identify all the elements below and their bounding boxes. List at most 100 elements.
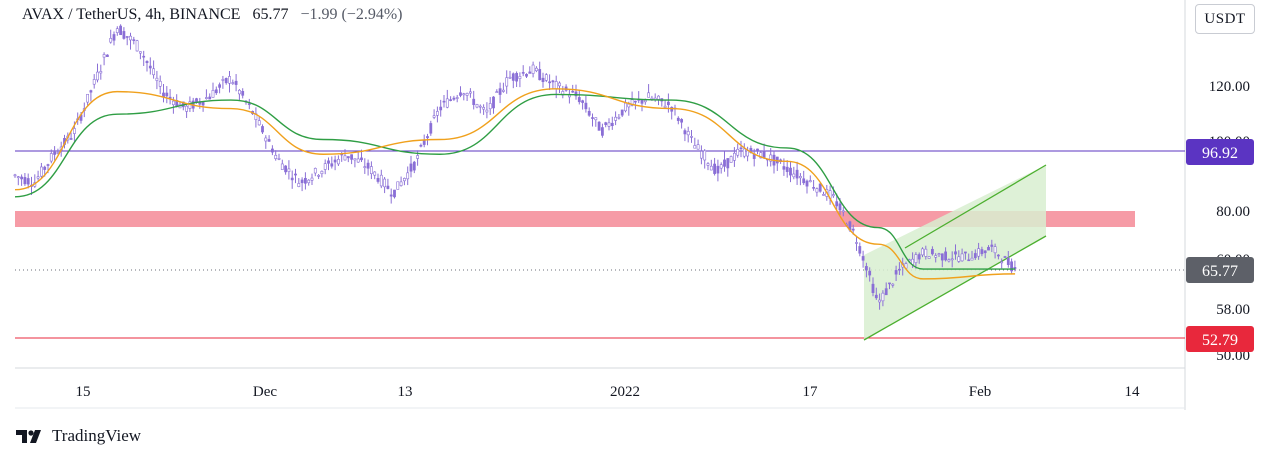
candle — [221, 75, 225, 89]
candle — [185, 104, 189, 118]
candle — [990, 239, 994, 253]
candle — [521, 65, 525, 77]
candle — [673, 104, 677, 116]
candle — [924, 245, 928, 260]
tradingview-brand[interactable]: TradingView — [16, 426, 141, 446]
candle — [551, 79, 555, 89]
candle — [492, 96, 495, 114]
candle — [534, 66, 538, 73]
candle — [607, 118, 611, 131]
candle — [980, 246, 984, 257]
candle — [518, 72, 522, 88]
x-axis-ticks: 15 Dec 13 2022 17 Feb 14 — [76, 384, 1141, 400]
candle — [967, 253, 971, 262]
candle — [284, 165, 288, 175]
candle — [399, 176, 403, 187]
candle — [307, 179, 311, 186]
candle — [822, 191, 825, 196]
candle — [950, 251, 954, 268]
candle — [300, 177, 304, 192]
candle — [39, 162, 43, 179]
price-tag-label: 52.79 — [1202, 332, 1238, 349]
candle — [155, 70, 159, 90]
candle-series — [13, 24, 1017, 310]
candle — [224, 77, 228, 85]
candle — [977, 242, 981, 260]
candle — [26, 173, 30, 189]
candle — [624, 99, 627, 113]
x-tick-label: 14 — [1125, 384, 1141, 400]
candle — [294, 168, 297, 184]
ma-slow-line — [14, 93, 1016, 270]
candle — [277, 153, 281, 161]
candle — [812, 180, 816, 191]
candle — [818, 183, 822, 193]
candle — [274, 150, 278, 161]
candle — [270, 145, 274, 156]
candle — [168, 89, 172, 105]
price-tag-label: 96.92 — [1202, 145, 1238, 162]
currency-selector[interactable]: USDT — [1195, 4, 1255, 34]
candle — [49, 149, 53, 164]
candle — [693, 137, 697, 149]
price-tags: 96.92 65.77 52.79 — [1186, 139, 1254, 352]
price-tag[interactable]: 52.79 — [1186, 326, 1254, 352]
candle — [874, 287, 878, 300]
candle — [145, 60, 149, 72]
candle — [690, 129, 693, 143]
candle — [871, 277, 875, 297]
candle — [498, 82, 502, 104]
candle — [485, 102, 489, 119]
candle — [1006, 251, 1010, 268]
channel-lower-line[interactable] — [863, 235, 1047, 341]
candle — [406, 166, 410, 186]
candle — [402, 177, 406, 186]
candle — [330, 156, 334, 169]
candle — [125, 36, 129, 46]
candle — [228, 70, 231, 93]
candle — [33, 174, 37, 188]
x-tick-label: 13 — [398, 384, 413, 400]
candle — [927, 256, 931, 259]
candle — [663, 99, 667, 109]
channel-upper-line[interactable] — [904, 164, 1047, 249]
candle — [53, 146, 57, 161]
candle — [805, 179, 809, 194]
candle — [472, 90, 476, 110]
candle — [604, 121, 608, 128]
support-zone[interactable] — [15, 211, 1135, 227]
candle — [723, 151, 726, 172]
price-change: −1.99 (−2.94%) — [300, 6, 403, 23]
candle — [264, 135, 268, 149]
candle — [323, 159, 327, 175]
candle — [297, 178, 301, 188]
candle — [729, 155, 733, 163]
candle — [548, 74, 552, 91]
candle — [878, 293, 882, 310]
candle — [680, 118, 684, 129]
candle — [241, 88, 245, 99]
candle — [567, 89, 571, 104]
currency-label: USDT — [1204, 11, 1246, 27]
candle — [356, 151, 360, 163]
candle — [858, 242, 862, 257]
candle — [409, 155, 413, 178]
x-tick-label: Feb — [969, 384, 992, 400]
tradingview-logo-icon — [16, 430, 41, 443]
price-tag[interactable]: 65.77 — [1186, 257, 1254, 283]
price-tag[interactable]: 96.92 — [1186, 139, 1254, 165]
candle — [109, 29, 113, 44]
candle — [478, 104, 482, 114]
candle — [416, 150, 420, 166]
candle — [610, 116, 614, 130]
candle — [970, 250, 974, 261]
candle — [267, 135, 271, 142]
candle — [914, 252, 918, 269]
candle — [508, 70, 512, 79]
candle — [366, 159, 370, 176]
candle — [327, 157, 330, 171]
symbol-title[interactable]: AVAX / TetherUS, 4h, BINANCE — [22, 6, 241, 23]
candle — [600, 123, 604, 138]
candle — [713, 157, 717, 176]
